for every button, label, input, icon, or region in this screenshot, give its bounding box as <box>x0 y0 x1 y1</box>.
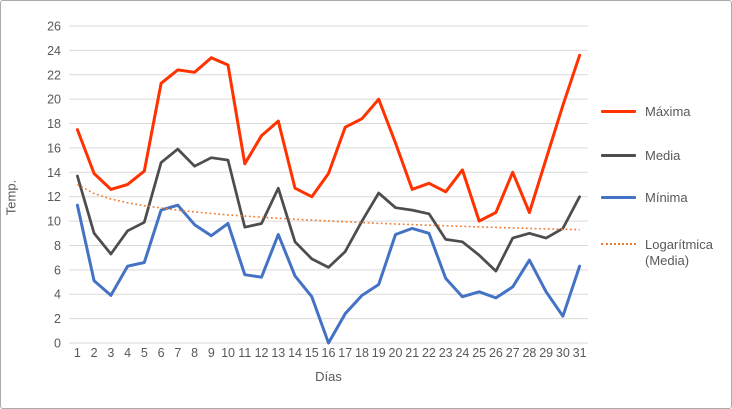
y-tick-label: 26 <box>47 20 61 34</box>
x-tick-label: 15 <box>305 346 319 360</box>
y-tick-label: 16 <box>47 141 61 155</box>
y-axis-title: Temp. <box>3 179 19 216</box>
series-line-media[interactable] <box>76 147 581 273</box>
x-tick-label: 22 <box>422 346 436 360</box>
legend-label-maxima: Máxima <box>645 104 691 119</box>
series-line-minima[interactable] <box>75 203 582 345</box>
x-tick-label: 10 <box>221 346 235 360</box>
legend-line-media-icon <box>601 154 636 157</box>
x-tick-label: 20 <box>389 346 403 360</box>
y-tick-label: 6 <box>54 263 61 277</box>
legend-label-logaritmica: Logarítmica (Media) <box>645 237 713 268</box>
x-tick-label: 2 <box>91 346 98 360</box>
x-tick-label: 1 <box>74 346 81 360</box>
x-tick-label: 31 <box>573 346 587 360</box>
y-tick-label: 12 <box>47 190 61 204</box>
x-tick-label: 13 <box>271 346 285 360</box>
x-tick-label: 30 <box>556 346 570 360</box>
y-tick-label: 2 <box>54 312 61 326</box>
x-tick-label: 4 <box>124 346 131 360</box>
x-tick-label: 24 <box>455 346 469 360</box>
x-tick-label: 12 <box>255 346 269 360</box>
legend-item-logaritmica[interactable]: Logarítmica (Media) <box>601 237 725 269</box>
x-tick-label: 19 <box>372 346 386 360</box>
legend-line-logaritmica-icon <box>601 243 636 245</box>
x-tick-label: 9 <box>208 346 215 360</box>
x-tick-label: 27 <box>506 346 520 360</box>
x-tick-label: 3 <box>107 346 114 360</box>
legend-item-maxima[interactable]: Máxima <box>601 104 691 120</box>
x-tick-label: 5 <box>141 346 148 360</box>
y-tick-label: 8 <box>54 239 61 253</box>
x-tick-label: 14 <box>288 346 302 360</box>
x-tick-label: 17 <box>338 346 352 360</box>
y-tick-label: 24 <box>47 44 61 58</box>
x-tick-label: 21 <box>405 346 419 360</box>
series-line-logaritmica-media[interactable] <box>77 183 580 231</box>
y-tick-label: 22 <box>47 68 61 82</box>
legend-item-minima[interactable]: Mínima <box>601 190 688 206</box>
series-line-maxima[interactable] <box>75 53 582 223</box>
x-axis-title: Días <box>315 369 342 384</box>
y-tick-label: 4 <box>54 288 61 302</box>
legend-line-maxima-icon <box>601 110 636 113</box>
x-tick-label: 28 <box>522 346 536 360</box>
y-tick-label: 20 <box>47 93 61 107</box>
chart-legend: Máxima Media Mínima Logarítmica (Media) <box>601 1 731 408</box>
legend-label-minima: Mínima <box>645 190 688 205</box>
x-tick-label: 6 <box>158 346 165 360</box>
legend-item-media[interactable]: Media <box>601 148 680 164</box>
x-tick-label: 29 <box>539 346 553 360</box>
x-tick-label: 23 <box>439 346 453 360</box>
x-tick-label: 16 <box>322 346 336 360</box>
y-tick-label: 18 <box>47 117 61 131</box>
x-tick-label: 7 <box>174 346 181 360</box>
x-tick-label: 18 <box>355 346 369 360</box>
x-tick-label: 11 <box>238 346 251 360</box>
x-tick-label: 26 <box>489 346 503 360</box>
x-tick-label: 25 <box>472 346 486 360</box>
y-tick-label: 0 <box>54 337 61 351</box>
y-tick-label: 10 <box>47 215 61 229</box>
y-tick-label: 14 <box>47 166 61 180</box>
legend-label-media: Media <box>645 148 681 163</box>
x-tick-label: 8 <box>191 346 198 360</box>
legend-line-minima-icon <box>601 196 636 199</box>
